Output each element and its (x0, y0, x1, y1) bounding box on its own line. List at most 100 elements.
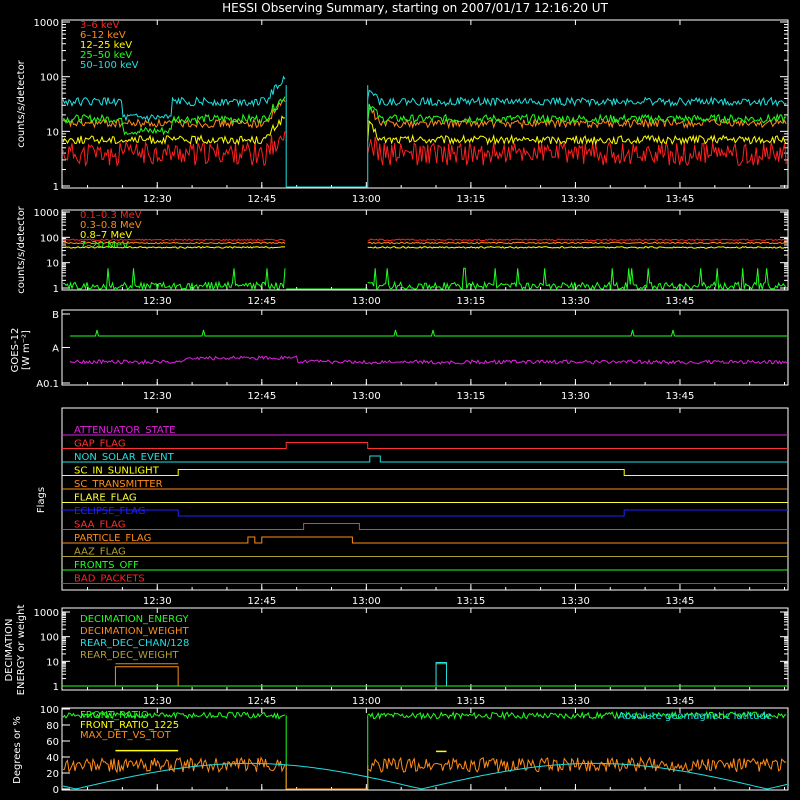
y-tick-label: 10 (46, 127, 59, 138)
ratios-y-tick-label: 20 (46, 769, 59, 780)
ratios-y-tick-label: 0 (53, 785, 59, 796)
goes-y-tick-label: A (52, 344, 59, 355)
ratios-y-tick-label: 40 (46, 753, 59, 764)
time-tick-label: 12:45 (247, 596, 276, 607)
high-energy-trace-1 (62, 241, 787, 245)
goes-ylabel-line2: [W m⁻²] (21, 330, 32, 370)
time-tick-label: 13:30 (561, 296, 590, 307)
flag-label-1: GAP_FLAG (74, 439, 126, 450)
y-tick-label: 100 (40, 633, 59, 644)
flag-trace-6 (62, 509, 788, 517)
flag-trace-8 (62, 536, 788, 544)
decimation-weight-trace (62, 663, 788, 687)
high-energy-trace-0 (62, 238, 787, 242)
time-tick-label: 12:30 (143, 696, 172, 707)
geomagnetic-latitude-annotation: Absolute geomagnetic latitude (618, 711, 772, 722)
high-energy-trace-3 (62, 267, 787, 291)
high-energy-legend-1: 0.3–0.8 MeV (80, 220, 142, 231)
time-tick-label: 13:00 (352, 391, 381, 402)
rear-dec-chan-trace (435, 661, 447, 686)
chart-title: HESSI Observing Summary, starting on 200… (222, 1, 608, 15)
flag-label-7: SAA_FLAG (74, 520, 125, 531)
ratios-legend-0: FRONT_RATIO (80, 710, 149, 721)
goes-short-trace (70, 329, 787, 337)
ratios-y-tick-label: 100 (40, 705, 59, 716)
time-tick-label: 12:30 (143, 596, 172, 607)
front-ratio-gap (285, 715, 369, 790)
panel-count-rates-frame (61, 19, 789, 189)
count-rate-trace-4 (62, 75, 787, 122)
panel-goes-frame (61, 309, 789, 386)
time-tick-label: 13:30 (561, 391, 590, 402)
time-tick-label: 13:00 (352, 696, 381, 707)
flag-label-0: ATTENUATOR_STATE (74, 425, 175, 436)
time-tick-label: 13:15 (456, 194, 485, 205)
goes-y-tick-label: A0.1 (36, 379, 59, 390)
flag-trace-3 (62, 469, 788, 476)
ratios-legend-1: FRONT_RATIO_1225 (80, 720, 179, 731)
decimation-ylabel-line1: DECIMATION (4, 618, 15, 681)
time-tick-label: 12:30 (143, 391, 172, 402)
y-tick-label: 1000 (34, 608, 59, 619)
flag-label-4: SC_TRANSMITTER (74, 479, 163, 490)
decimation-legend-0: DECIMATION_ENERGY (80, 614, 189, 625)
ratios-legend-2: MAX_DET_VS_TOT (80, 730, 172, 741)
count-rate-trace-2 (62, 115, 787, 146)
flag-label-8: PARTICLE_FLAG (74, 533, 151, 544)
time-tick-label: 13:00 (352, 296, 381, 307)
decimation-legend-1: DECIMATION_WEIGHT (80, 626, 189, 637)
count-rate-legend-2: 12–25 keV (80, 40, 132, 51)
flag-trace-2 (62, 455, 788, 463)
count-rate-trace-0 (62, 131, 787, 167)
high-energy-legend-3: 7–20 MeV (80, 240, 129, 251)
y-tick-label: 100 (40, 233, 59, 244)
decimation-legend-2: REAR_DEC_CHAN/128 (80, 638, 189, 649)
panel-flags-frame (61, 407, 789, 591)
time-tick-label: 13:15 (456, 296, 485, 307)
decimation-legend-3: REAR_DEC_WEIGHT (80, 650, 179, 661)
time-tick-label: 13:30 (561, 194, 590, 205)
count-rate-legend-1: 6–12 keV (80, 30, 126, 41)
y-tick-label: 100 (40, 73, 59, 84)
high-energy-ylabel: counts/s/detector (16, 205, 27, 293)
time-tick-label: 13:45 (666, 696, 695, 707)
ratios-y-tick-label: 80 (46, 721, 59, 732)
time-tick-label: 13:30 (561, 596, 590, 607)
max-det-gap (285, 765, 369, 790)
geomagnetic-latitude-trace (62, 762, 788, 790)
time-tick-label: 12:30 (143, 194, 172, 205)
y-tick-label: 1000 (34, 18, 59, 29)
flag-label-10: FRONTS_OFF (74, 560, 139, 571)
high-energy-legend-0: 0.1–0.3 MeV (80, 210, 142, 221)
y-tick-label: 10 (46, 657, 59, 668)
time-tick-label: 13:00 (352, 194, 381, 205)
y-tick-label: 1 (53, 682, 59, 693)
flag-label-11: BAD_PACKETS (74, 574, 145, 585)
y-tick-label: 1 (53, 182, 59, 193)
flag-label-5: FLARE_FLAG (74, 493, 137, 504)
count-rate-legend-4: 50–100 keV (80, 60, 139, 71)
count-rate-legend-3: 25–50 keV (80, 50, 132, 61)
count-rate-trace-3 (62, 96, 787, 136)
high-energy-legend-2: 0.8–7 MeV (80, 230, 132, 241)
ratios-y-tick-label: 60 (46, 737, 59, 748)
y-tick-label: 1000 (34, 208, 59, 219)
max-det-vs-tot-trace (62, 756, 787, 774)
flag-label-6: ECLIPSE_FLAG (74, 506, 145, 517)
time-tick-label: 13:45 (666, 391, 695, 402)
time-tick-label: 13:15 (456, 696, 485, 707)
y-tick-label: 1 (53, 284, 59, 295)
time-tick-label: 13:45 (666, 596, 695, 607)
flag-label-9: AAZ_FLAG (74, 547, 126, 558)
flags-ylabel: Flags (36, 487, 47, 513)
time-tick-label: 13:15 (456, 391, 485, 402)
panel-decimation-frame (61, 607, 789, 691)
time-tick-label: 13:30 (561, 696, 590, 707)
count-rate-trace-1 (62, 98, 787, 130)
time-tick-label: 12:30 (143, 296, 172, 307)
ratios-ylabel: Degrees or % (12, 716, 23, 784)
y-tick-label: 10 (46, 259, 59, 270)
decimation-ylabel-line2: ENERGY or weight (16, 605, 27, 696)
time-tick-label: 13:45 (666, 296, 695, 307)
